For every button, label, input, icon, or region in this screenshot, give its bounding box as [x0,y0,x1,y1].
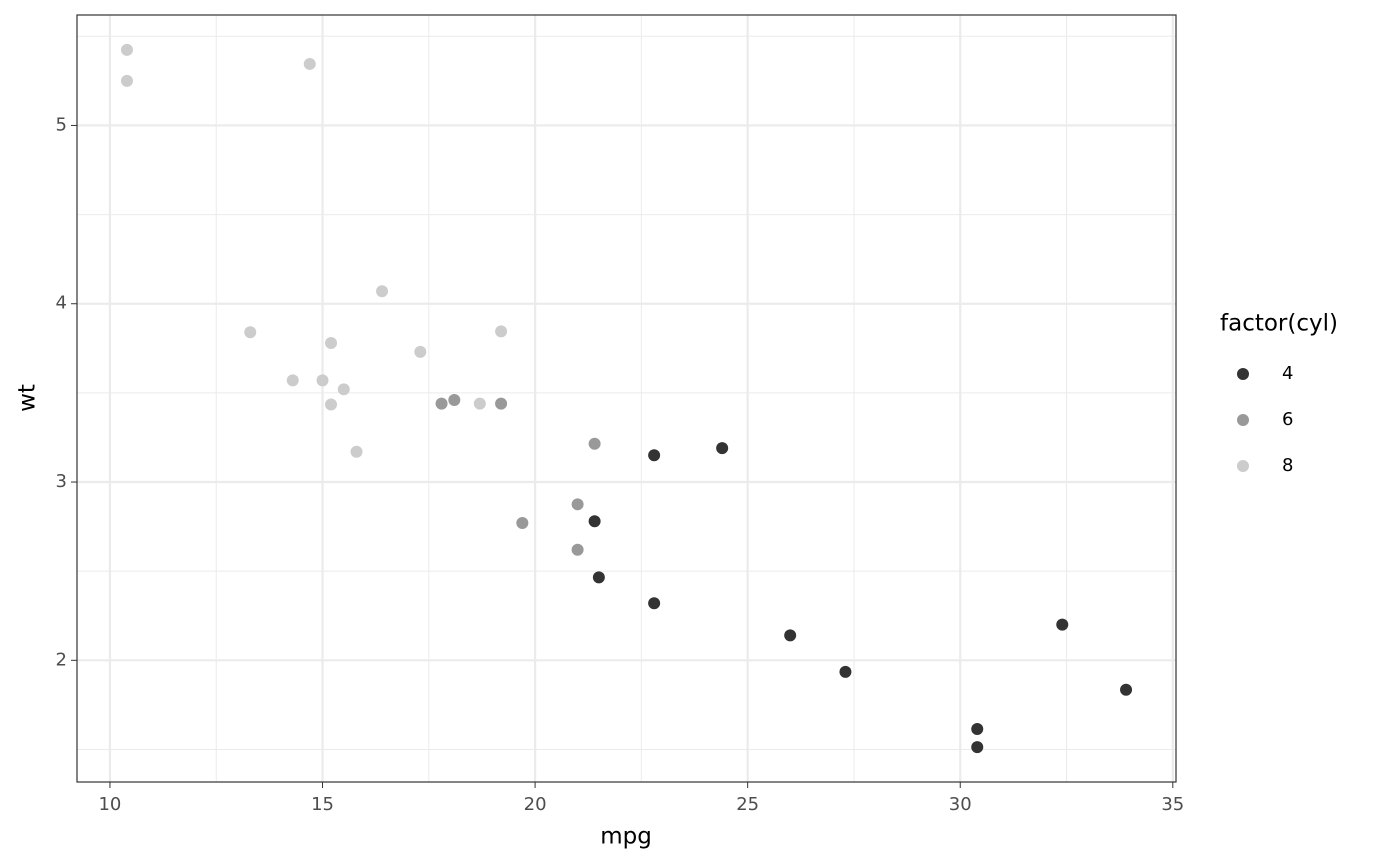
point [325,336,338,349]
y-tick-label: 4 [56,293,67,314]
x-tick-label: 20 [524,794,547,815]
point [839,665,852,678]
y-tick-label: 2 [56,649,67,670]
point [495,325,508,338]
point [1120,683,1133,696]
point [120,74,133,87]
point [971,722,984,735]
legend-label: 6 [1282,409,1293,430]
point [648,597,661,610]
x-tick-label: 35 [1161,794,1184,815]
x-tick-label: 10 [98,794,121,815]
x-tick-label: 30 [949,794,972,815]
point [435,397,448,410]
point [592,571,605,584]
x-axis-title: mpg [600,824,652,850]
point [1056,618,1069,631]
point [648,449,661,462]
point [473,397,486,410]
legend-key [1237,368,1249,380]
point [316,374,329,387]
legend-label: 8 [1282,455,1293,476]
point [571,543,584,556]
x-tick-label: 15 [311,794,334,815]
point [571,498,584,511]
x-tick-label: 25 [736,794,759,815]
point [325,398,338,411]
point [588,437,601,450]
point [414,345,427,358]
point [337,383,350,396]
y-axis-title: wt [15,384,41,412]
point [448,394,461,407]
panel-border [76,14,1177,783]
point [376,285,389,298]
point [716,442,729,455]
legend-title: factor(cyl) [1220,311,1338,337]
point [120,43,133,56]
point [971,741,984,754]
legend-key [1237,460,1249,472]
point [516,517,529,530]
point [350,445,363,458]
legend-label: 4 [1282,363,1293,384]
point [286,374,299,387]
point [588,515,601,528]
y-tick-label: 5 [56,114,67,135]
legend-key [1237,414,1249,426]
point [244,326,257,339]
point [495,397,508,410]
point [303,57,316,70]
point [784,629,797,642]
y-tick-label: 3 [56,471,67,492]
